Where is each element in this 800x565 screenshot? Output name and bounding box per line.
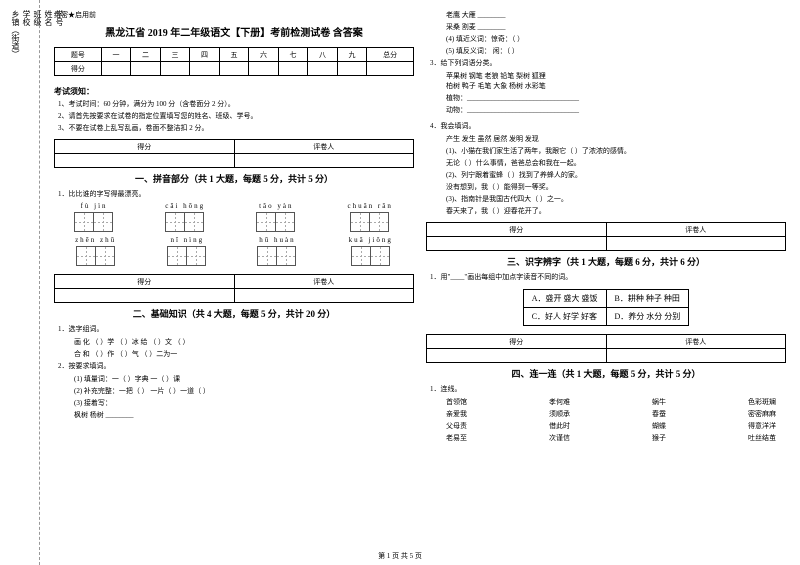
tianzi-box [74, 212, 94, 232]
page-footer: 第 1 页 共 5 页 [378, 551, 422, 561]
mini-score-box: 得分评卷人 [54, 274, 414, 303]
binding-label: 乡镇（街道） [10, 10, 21, 490]
ms-label: 评卷人 [234, 140, 414, 154]
right-column: 老鹰 大雁 ________ 采桑 割麦 ________ (4) 填近义词：惊… [426, 10, 786, 555]
th: 一 [101, 48, 131, 62]
notice-item: 3、不要在试卷上乱写乱画，卷面不整洁扣 2 分。 [54, 123, 414, 133]
fill-item: (1)、小猫在我们家生活了两年，我跟它（ ）了浓浓的感情。 [426, 146, 786, 156]
mini-score-box: 得分评卷人 [426, 222, 786, 251]
word-list: 苹果树 钢笔 老狼 铅笔 梨树 狐狸 柏树 鸭子 毛笔 大象 杨树 水彩笔 [426, 71, 786, 91]
pinyin: nǐ nìng [170, 236, 204, 244]
s3-q1: 1．用"____"画出每组中加点字读音不同的词。 [426, 272, 786, 282]
option-cell: A．盛开 盛大 盛饭 [523, 290, 606, 308]
line: 枫树 杨树 ________ [54, 410, 414, 420]
th: 八 [308, 48, 338, 62]
th: 六 [249, 48, 279, 62]
binding-labels: 学号 姓名 班级 学校 乡镇（街道） [10, 10, 65, 550]
binding-label: 学校 [21, 10, 32, 490]
notice-item: 2、请首先按要求在试卷的指定位置填写您的姓名、班级、学号。 [54, 111, 414, 121]
line: (2) 补充完整：一把（ ） 一片（ ）一道（ ） [54, 386, 414, 396]
pinyin: chuǎn rǎn [347, 202, 392, 210]
score-table: 题号 一 二 三 四 五 六 七 八 九 总分 得分 [54, 47, 414, 76]
s1-q1: 1．比比谁的字写得最漂亮。 [54, 189, 414, 199]
line: (5) 填反义词： 闲：（ ） [426, 46, 786, 56]
options-table: A．盛开 盛大 盛饭B．耕种 种子 种田 C．好人 好学 好客D．养分 水分 分… [523, 289, 690, 326]
option-cell: D．养分 水分 分别 [606, 308, 689, 326]
s2-q1: 1．选字组词。 [54, 324, 414, 334]
section-2-title: 二、基础知识（共 4 大题，每题 5 分，共计 20 分） [54, 307, 414, 320]
s2-q3: 3．给下列词语分类。 [426, 58, 786, 68]
notice-item: 1、考试时间：60 分钟，满分为 100 分（含卷面分 2 分）。 [54, 99, 414, 109]
s2-q2: 2．按要求填词。 [54, 361, 414, 371]
pinyin-row: fù jìn cāi hōng tǎo yàn chuǎn rǎn [54, 202, 414, 232]
fill-item: 无论（ ）什么事情，爸爸总会和我在一起。 [426, 158, 786, 168]
pinyin-row: zhēn zhū nǐ nìng hū huàn kuǎ jiǒng [54, 236, 414, 266]
notice-title: 考试须知： [54, 86, 414, 97]
mini-score-box: 得分评卷人 [54, 139, 414, 168]
fill-item: 春天来了，我（ ）迎春花开了。 [426, 206, 786, 216]
mini-score-box: 得分评卷人 [426, 334, 786, 363]
s4-q1: 1．连线。 [426, 384, 786, 394]
category-line: 动物：________________________________ [426, 105, 786, 115]
th: 总分 [367, 48, 414, 62]
pinyin: tǎo yàn [259, 202, 293, 210]
line: 老鹰 大雁 ________ [426, 10, 786, 20]
left-column: 绝密★启用前 黑龙江省 2019 年二年级语文【下册】考前检测试卷 含答案 题号… [54, 10, 414, 555]
option-cell: C．好人 好学 好客 [523, 308, 606, 326]
th: 四 [190, 48, 220, 62]
connect-row: 首领馆孝何难蜗牛色彩斑斓 [426, 397, 786, 407]
line: 画 化 （ ）学 （ ）冰 给 （ ）文 （ ） [54, 337, 414, 347]
tianzi-box [93, 212, 113, 232]
fill-item: (3)、指南针是我国古代四大（ ）之一。 [426, 194, 786, 204]
pinyin: cāi hōng [165, 202, 205, 210]
section-4-title: 四、连一连（共 1 大题，每题 5 分，共计 5 分） [426, 367, 786, 380]
section-3-title: 三、识字辨字（共 1 大题，每题 6 分，共计 6 分） [426, 255, 786, 268]
fill-item: (2)、列宁跟着蜜蜂（ ）找到了养蜂人的家。 [426, 170, 786, 180]
page-columns: 绝密★启用前 黑龙江省 2019 年二年级语文【下册】考前检测试卷 含答案 题号… [40, 0, 800, 565]
exam-title: 黑龙江省 2019 年二年级语文【下册】考前检测试卷 含答案 [54, 24, 414, 39]
th: 七 [278, 48, 308, 62]
binding-label: 姓名 [43, 10, 54, 490]
th: 五 [219, 48, 249, 62]
pinyin: zhēn zhū [75, 236, 116, 244]
category-line: 植物：________________________________ [426, 93, 786, 103]
line: (4) 填近义词：惊奇：（ ） [426, 34, 786, 44]
line: (3) 接着写： [54, 398, 414, 408]
pinyin: hū huàn [259, 236, 295, 244]
section-1-title: 一、拼音部分（共 1 大题，每题 5 分，共计 5 分） [54, 172, 414, 185]
binding-margin: 学号 姓名 班级 学校 乡镇（街道） [0, 0, 40, 565]
pinyin: fù jìn [81, 202, 108, 210]
line: 采桑 割麦 ________ [426, 22, 786, 32]
connect-row: 父母责借此时蝴蝶得意洋洋 [426, 421, 786, 431]
line: 合 和 （ ）作 （ ）气 （ ）二为一 [54, 349, 414, 359]
th: 二 [131, 48, 161, 62]
line: (1) 填量词：一（ ）字典 一（ ）课 [54, 374, 414, 384]
ms-label: 得分 [55, 140, 235, 154]
s2-q4: 4．我会填词。 [426, 121, 786, 131]
connect-row: 亲爱我须顺承春蚕密密麻麻 [426, 409, 786, 419]
th: 九 [337, 48, 367, 62]
connect-row: 老易至次谨信猴子吐丝结茧 [426, 433, 786, 443]
option-cell: B．耕种 种子 种田 [606, 290, 689, 308]
fill-item: 没有想到，我（ ）能得到一等奖。 [426, 182, 786, 192]
th: 三 [160, 48, 190, 62]
word-bank: 产生 发生 虽然 居然 发明 发现 [426, 134, 786, 144]
pinyin: kuǎ jiǒng [349, 236, 393, 244]
binding-label: 学号 [54, 10, 65, 490]
secret-label: 绝密★启用前 [54, 10, 414, 20]
binding-label: 班级 [32, 10, 43, 490]
